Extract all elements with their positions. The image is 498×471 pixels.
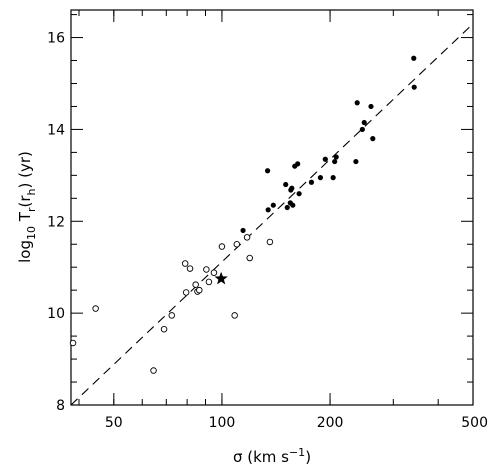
open-circle-point <box>181 260 189 267</box>
y-tick-label: 8 <box>56 398 65 414</box>
y-tick-label: 16 <box>47 31 65 47</box>
y-tick-label: 10 <box>47 306 65 322</box>
filled-circle-point <box>240 227 246 234</box>
filled-circle-point <box>359 126 365 133</box>
filled-circle-point <box>361 119 367 126</box>
filled-circle-point <box>333 154 339 160</box>
filled-circle-point <box>284 204 290 211</box>
data-points <box>69 55 417 374</box>
filled-circle-point <box>370 136 376 142</box>
open-circle-point <box>160 325 168 333</box>
open-circle-point <box>266 238 274 246</box>
open-circle-point <box>233 240 241 248</box>
filled-circle-point <box>322 156 328 162</box>
fit-line <box>70 23 474 406</box>
filled-circle-point <box>264 168 271 174</box>
filled-circle-point <box>330 175 336 181</box>
open-circle-point <box>210 269 218 276</box>
open-circle-point <box>196 286 203 294</box>
open-circle-point <box>218 243 226 250</box>
plot-frame <box>70 9 474 406</box>
open-circle-point <box>203 266 210 273</box>
open-circle-point <box>92 305 99 312</box>
y-tick-label: 12 <box>47 214 65 230</box>
x-tick-label: 50 <box>105 415 123 431</box>
filled-circle-point <box>411 84 417 90</box>
x-axis-label: σ (km s−1) <box>233 446 311 466</box>
filled-circle-point <box>289 185 295 191</box>
open-circle-point <box>150 367 157 374</box>
filled-circle-point <box>368 103 374 110</box>
filled-circle-point <box>308 179 315 185</box>
open-circle-point <box>243 234 251 241</box>
filled-circle-point <box>296 191 302 197</box>
filled-circle-point <box>354 100 360 106</box>
filled-circle-point <box>295 161 301 167</box>
axis-ticks <box>71 10 474 406</box>
star-point <box>214 271 228 285</box>
open-circle-point <box>192 281 199 288</box>
open-circle-point <box>182 289 190 296</box>
x-tick-label: 100 <box>209 415 236 431</box>
open-circle-point <box>186 265 194 272</box>
open-circle-point <box>246 254 253 262</box>
open-circle-point <box>168 312 176 319</box>
open-circle-point <box>205 278 213 286</box>
filled-circle-point <box>317 175 324 181</box>
y-tick-label: 14 <box>47 122 65 138</box>
y-axis-label: log10 Tr(rh) (yr) <box>16 151 38 263</box>
filled-circle-point <box>265 207 271 213</box>
open-circle-point <box>69 339 77 347</box>
x-tick-label: 500 <box>461 415 488 431</box>
x-tick-label: 200 <box>317 415 344 431</box>
filled-circle-point <box>270 202 276 208</box>
filled-circle-point <box>283 181 289 188</box>
filled-circle-point <box>290 202 296 208</box>
filled-circle-point <box>411 55 417 61</box>
filled-circle-point <box>332 158 338 165</box>
tick-labels: 50 100 200 500 8 10 12 14 16 <box>47 31 488 431</box>
filled-circle-point <box>353 158 359 165</box>
open-circle-point <box>231 312 238 319</box>
